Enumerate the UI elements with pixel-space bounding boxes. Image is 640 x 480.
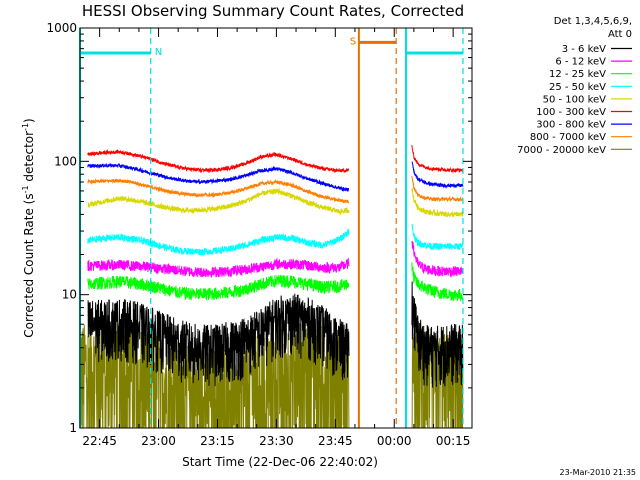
- y-axis: 1 10 100 1000: [46, 21, 472, 435]
- legend-label-4: 50 - 100 keV: [543, 94, 607, 105]
- plot-area: NS: [79, 28, 464, 429]
- series-line-3-seg-0: [87, 228, 350, 257]
- series-line-4-seg-1: [411, 187, 464, 218]
- y-axis-label-exp2: -1: [21, 123, 30, 131]
- x-tick-label-5: 00:00: [377, 434, 412, 448]
- series-line-1-seg-1: [411, 240, 464, 278]
- chart-title: HESSI Observing Summary Count Rates, Cor…: [82, 2, 464, 20]
- y-axis-label: Corrected Count Rate (s-1 detector-1): [21, 118, 36, 337]
- series-line-4-seg-0: [87, 187, 350, 216]
- series-line-5-seg-0: [87, 148, 350, 174]
- series-line-7-seg-1: [411, 176, 464, 203]
- x-tick-label-3: 23:30: [259, 434, 294, 448]
- x-tick-label-0: 22:45: [82, 434, 117, 448]
- y-tick-label-1: 10: [62, 288, 77, 302]
- footer-timestamp: 23-Mar-2010 21:35: [560, 468, 637, 477]
- legend-label-1: 6 - 12 keV: [555, 57, 606, 68]
- legend-label-0: 3 - 6 keV: [562, 44, 606, 55]
- legend-label-6: 300 - 800 keV: [536, 120, 606, 131]
- legend-label-7: 800 - 7000 keV: [530, 132, 606, 143]
- y-axis-label-end: ): [22, 118, 36, 123]
- x-tick-label-1: 23:00: [141, 434, 176, 448]
- legend-header-line2: Att 0: [608, 29, 632, 40]
- series-line-2-seg-1: [411, 262, 464, 303]
- series-line-0-seg-0: [87, 293, 350, 387]
- interval-label-0: N: [155, 47, 162, 58]
- y-tick-label-0: 1: [69, 421, 77, 435]
- x-tick-label-6: 00:15: [436, 434, 471, 448]
- legend-label-2: 12 - 25 keV: [549, 69, 606, 80]
- legend-label-5: 100 - 300 keV: [536, 107, 606, 118]
- legend-header-line1: Det 1,3,4,5,6,9,: [554, 16, 632, 27]
- series-line-6-seg-0: [87, 162, 350, 192]
- x-axis-label: Start Time (22-Dec-06 22:40:02): [182, 455, 378, 469]
- legend-label-8: 7000 - 20000 keV: [517, 145, 606, 156]
- series-line-0-seg-1: [411, 281, 464, 388]
- y-tick-label-3: 1000: [46, 21, 77, 35]
- series-line-3-seg-1: [411, 223, 464, 251]
- x-tick-label-4: 23:45: [318, 434, 353, 448]
- legend: Det 1,3,4,5,6,9, Att 0 3 - 6 keV 6 - 12 k…: [517, 16, 632, 156]
- series-line-7-seg-0: [87, 177, 350, 204]
- series-line-6-seg-1: [411, 161, 464, 189]
- x-axis: 22:45 23:00 23:15 23:30 23:45 00:00 00:15: [82, 28, 470, 448]
- legend-label-3: 25 - 50 keV: [549, 82, 606, 93]
- series-line-8-seg-0: [79, 321, 350, 429]
- y-axis-label-mid: detector: [22, 131, 36, 186]
- interval-label-2: S: [350, 36, 356, 47]
- series-line-1-seg-0: [87, 257, 350, 278]
- y-tick-label-2: 100: [54, 154, 77, 168]
- x-tick-label-2: 23:15: [200, 434, 235, 448]
- y-axis-label-exp1: -1: [21, 185, 30, 193]
- y-axis-label-main: Corrected Count Rate (s: [22, 193, 36, 337]
- series-line-5-seg-1: [411, 145, 464, 174]
- series-line-2-seg-0: [87, 274, 350, 301]
